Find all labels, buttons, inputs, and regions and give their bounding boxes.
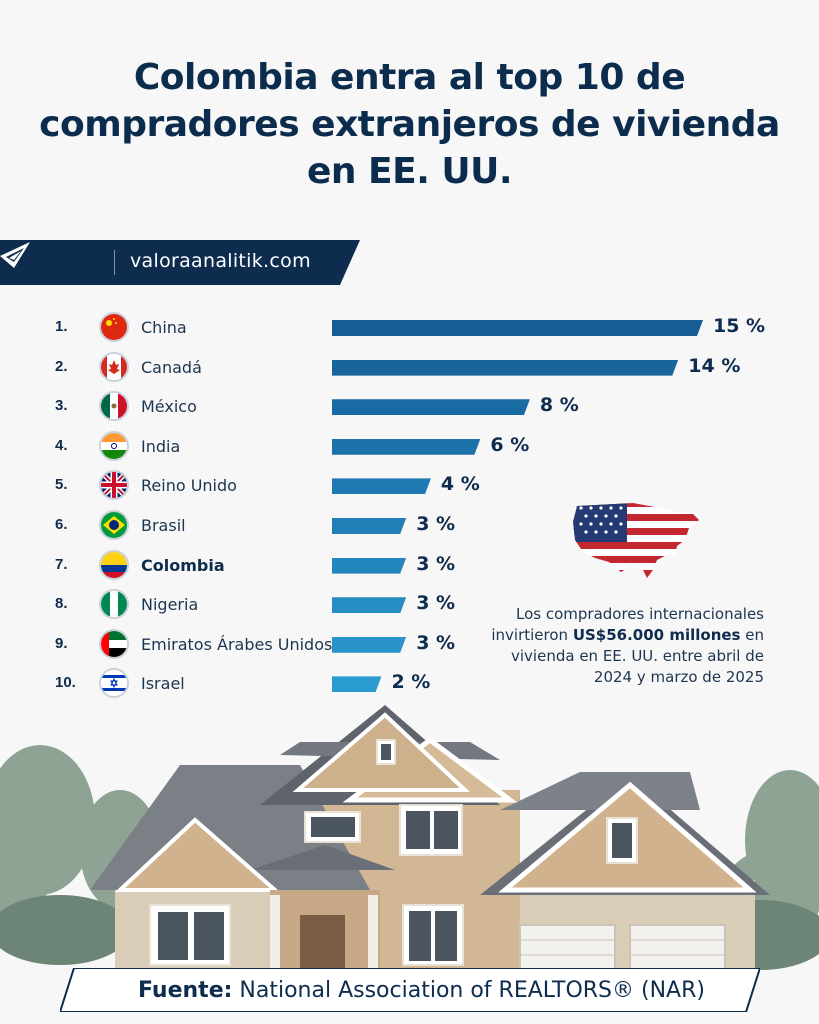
country-label: India bbox=[141, 436, 181, 456]
chart-row: 8. Nigeria 3 % bbox=[0, 585, 819, 625]
rank-label: 8. bbox=[55, 595, 68, 613]
bar bbox=[332, 478, 431, 494]
chart-row: 1. China 15 % bbox=[0, 308, 819, 348]
country-label: Brasil bbox=[141, 516, 186, 535]
chart-row: 5. Reino Unido 4 % bbox=[0, 466, 819, 506]
value-label: 6 % bbox=[490, 433, 530, 456]
value-label: 3 % bbox=[416, 592, 456, 615]
bar bbox=[332, 439, 480, 455]
bar bbox=[332, 518, 406, 534]
brand-banner: valoraanalitik.com bbox=[0, 240, 360, 285]
rank-label: 4. bbox=[55, 436, 68, 454]
house-illustration bbox=[0, 705, 819, 970]
rank-label: 10. bbox=[55, 674, 76, 692]
country-label: Colombia bbox=[141, 555, 225, 575]
rank-label: 2. bbox=[55, 357, 68, 375]
value-label: 4 % bbox=[440, 473, 480, 496]
country-label: México bbox=[141, 397, 197, 417]
value-label: 14 % bbox=[688, 354, 741, 377]
source-value: National Association of REALTORS® (NAR) bbox=[232, 978, 705, 1003]
investment-note: Los compradores internacionales invirtie… bbox=[470, 604, 764, 688]
canada-flag-icon bbox=[99, 351, 129, 382]
country-label: Canadá bbox=[141, 357, 202, 377]
value-label: 15 % bbox=[713, 315, 766, 337]
bar bbox=[332, 597, 406, 613]
chart-row: 2. Canadá 14 % bbox=[0, 348, 819, 388]
israel-flag-icon bbox=[99, 668, 129, 699]
source-banner-bg bbox=[60, 968, 760, 1012]
rank-label: 3. bbox=[55, 397, 68, 415]
country-label: Emiratos Árabes Unidos bbox=[141, 634, 333, 654]
india-flag-icon bbox=[99, 430, 129, 461]
note-text-after: en vivienda en EE. UU. entre abril de 20… bbox=[511, 626, 764, 686]
rank-label: 7. bbox=[55, 555, 68, 573]
country-label: Reino Unido bbox=[141, 476, 237, 496]
source-label: Fuente: bbox=[138, 978, 233, 1003]
value-label: 3 % bbox=[416, 631, 456, 654]
valora-logo-icon bbox=[0, 242, 30, 268]
bar bbox=[332, 676, 381, 692]
rank-label: 6. bbox=[55, 516, 68, 533]
value-label: 8 % bbox=[539, 394, 579, 417]
nigeria-flag-icon bbox=[99, 589, 129, 620]
source-banner: Fuente: National Association of REALTORS… bbox=[60, 968, 760, 1012]
page-title: Colombia entra al top 10 de compradores … bbox=[0, 55, 819, 195]
brand-separator bbox=[114, 250, 115, 275]
brand-site-link[interactable]: valoraanalitik.com bbox=[130, 250, 311, 272]
us-map-flag-icon bbox=[573, 503, 699, 578]
country-label: China bbox=[141, 318, 187, 337]
chart-row: 7. Colombia 3 % bbox=[0, 546, 819, 586]
brand-banner-bg bbox=[0, 240, 360, 285]
chart-row: 9. Emiratos Árabes Unidos 3 % bbox=[0, 625, 819, 665]
bar bbox=[332, 320, 703, 336]
chart-row: 6. Brasil 3 % bbox=[0, 506, 819, 546]
country-label: Israel bbox=[141, 674, 185, 694]
rank-label: 5. bbox=[55, 476, 68, 494]
brazil-flag-icon bbox=[99, 510, 129, 540]
uae-flag-icon bbox=[99, 628, 129, 659]
china-flag-icon bbox=[99, 312, 129, 342]
bar bbox=[332, 399, 530, 415]
value-label: 3 % bbox=[416, 552, 456, 575]
value-label: 2 % bbox=[391, 671, 431, 694]
chart-row: 10. Israel 2 % bbox=[0, 664, 819, 704]
rank-label: 1. bbox=[55, 318, 68, 335]
note-text-before: Los compradores internacionales invirtie… bbox=[491, 605, 764, 644]
source-text: Fuente: National Association of REALTORS… bbox=[138, 978, 705, 1003]
mexico-flag-icon bbox=[99, 391, 129, 422]
title-line-3: en EE. UU. bbox=[306, 150, 513, 192]
value-label: 3 % bbox=[416, 513, 456, 535]
title-line-2: compradores extranjeros de vivienda bbox=[39, 103, 780, 145]
rank-label: 9. bbox=[55, 634, 68, 652]
bar bbox=[332, 558, 406, 574]
chart-row: 3. México 8 % bbox=[0, 387, 819, 427]
bar bbox=[332, 360, 678, 376]
country-label: Nigeria bbox=[141, 595, 199, 615]
note-amount: US$56.000 millones bbox=[572, 626, 741, 644]
bar bbox=[332, 637, 406, 653]
uk-flag-icon bbox=[99, 470, 129, 501]
title-line-1: Colombia entra al top 10 de bbox=[133, 57, 686, 98]
chart-row: 4. India 6 % bbox=[0, 427, 819, 467]
colombia-flag-icon bbox=[99, 549, 129, 580]
